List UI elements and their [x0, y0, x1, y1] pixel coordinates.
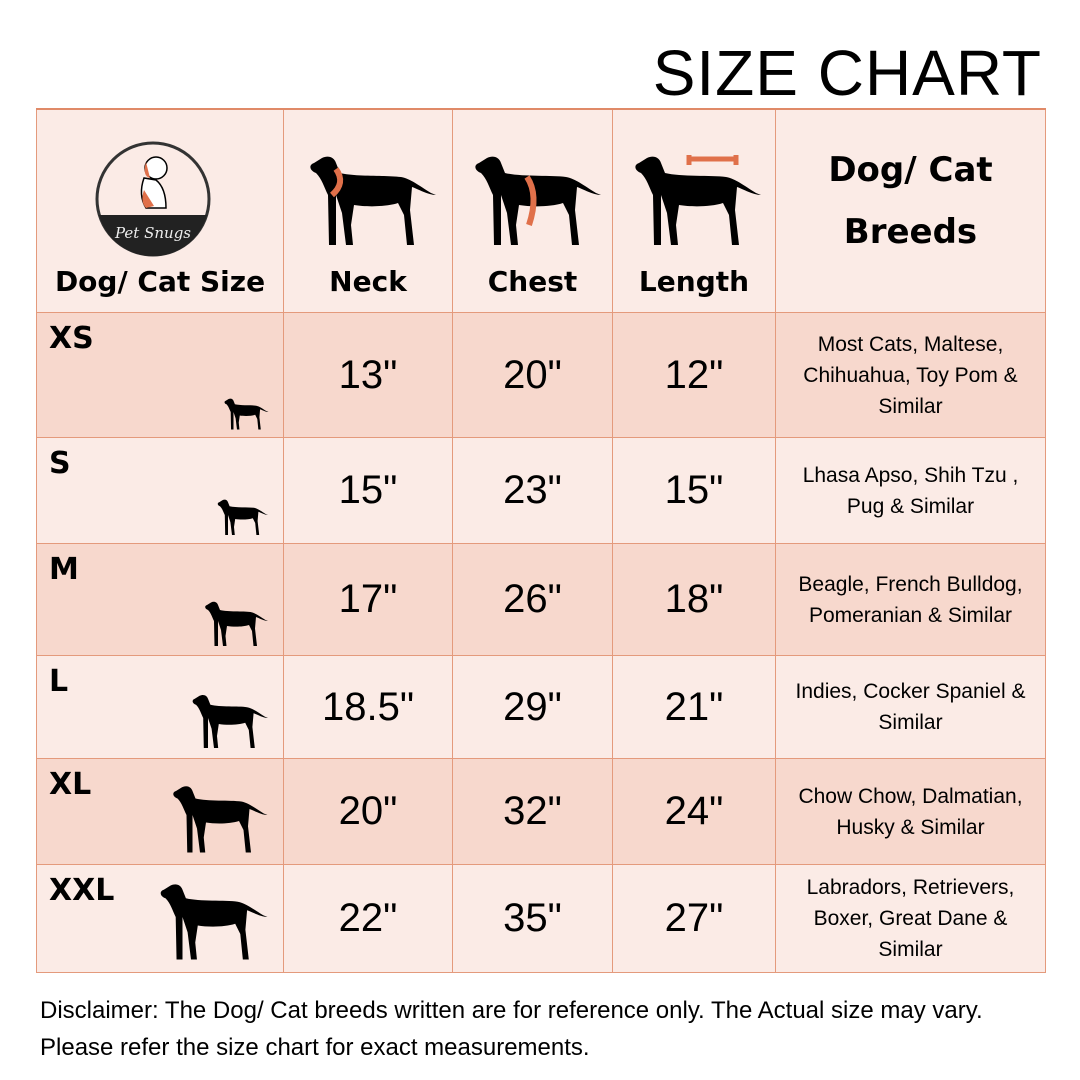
chest-value: 32": [503, 789, 562, 833]
dog-silhouette-icon: [217, 499, 269, 535]
row-size-cell: XXL: [36, 865, 284, 973]
row-breeds-cell: Chow Chow, Dalmatian, Husky & Similar: [776, 759, 1046, 865]
row-size-cell: L: [36, 656, 284, 759]
dog-length-icon: [635, 155, 761, 245]
header-neck: Neck: [284, 110, 453, 313]
row-chest-cell: 26": [453, 544, 613, 656]
row-neck-cell: 22": [284, 865, 453, 973]
row-breeds-cell: Indies, Cocker Spaniel & Similar: [776, 656, 1046, 759]
page-title: SIZE CHART: [652, 37, 1042, 109]
row-chest-cell: 23": [453, 438, 613, 544]
length-value: 21": [664, 684, 724, 729]
size-label: XL: [49, 767, 92, 802]
neck-value: 20": [338, 789, 398, 833]
neck-value: 13": [338, 352, 398, 397]
breeds-text: Indies, Cocker Spaniel & Similar: [795, 680, 1026, 734]
row-size-cell: XL: [36, 759, 284, 865]
header-chest: Chest: [453, 110, 613, 313]
row-length-cell: 15": [613, 438, 776, 544]
neck-value: 18.5": [321, 684, 415, 729]
neck-value: 22": [338, 896, 398, 940]
breeds-text: Lhasa Apso, Shih Tzu , Pug & Similar: [802, 463, 1019, 518]
dog-silhouette-icon: [192, 694, 268, 748]
row-length-cell: 18": [613, 544, 776, 656]
header-size: Pet Snugs Dog/ Cat Size: [36, 110, 284, 313]
chest-value: 23": [503, 468, 562, 512]
row-breeds-cell: Beagle, French Bulldog, Pomeranian & Sim…: [776, 544, 1046, 656]
row-size-cell: XS: [36, 313, 284, 438]
header-neck-label: Neck: [329, 265, 407, 298]
breeds-text: Most Cats, Maltese, Chihuahua, Toy Pom &…: [803, 332, 1018, 418]
row-breeds-cell: Most Cats, Maltese, Chihuahua, Toy Pom &…: [776, 313, 1046, 438]
row-chest-cell: 20": [453, 313, 613, 438]
size-label: S: [49, 446, 71, 481]
header-size-label: Dog/ Cat Size: [54, 265, 266, 298]
header-chest-label: Chest: [487, 265, 578, 298]
row-chest-cell: 35": [453, 865, 613, 973]
length-value: 12": [664, 352, 724, 397]
chest-value: 26": [503, 577, 562, 621]
size-table: Pet Snugs Dog/ Cat Size Neck Chest Lengt…: [36, 108, 1046, 973]
length-value: 24": [664, 789, 724, 833]
header-breeds: Dog/ Cat Breeds: [776, 110, 1046, 313]
pet-snugs-logo: Pet Snugs: [95, 141, 211, 257]
breeds-text: Labradors, Retrievers, Boxer, Great Dane…: [806, 876, 1015, 961]
size-label: XS: [49, 321, 94, 356]
chest-value: 20": [503, 352, 562, 397]
breeds-text: Chow Chow, Dalmatian, Husky & Similar: [798, 784, 1023, 839]
length-value: 27": [664, 896, 724, 940]
row-chest-cell: 32": [453, 759, 613, 865]
neck-value: 17": [338, 577, 398, 621]
row-neck-cell: 17": [284, 544, 453, 656]
size-label: M: [49, 552, 79, 587]
row-neck-cell: 18.5": [284, 656, 453, 759]
dog-silhouette-icon: [224, 398, 269, 430]
header-breeds-label: Dog/ Cat Breeds: [828, 150, 993, 252]
row-chest-cell: 29": [453, 656, 613, 759]
row-size-cell: M: [36, 544, 284, 656]
chest-value: 29": [503, 684, 562, 729]
length-value: 18": [664, 577, 724, 621]
row-size-cell: S: [36, 438, 284, 544]
row-neck-cell: 15": [284, 438, 453, 544]
dog-chest-icon: [475, 156, 601, 245]
dog-silhouette-icon: [205, 601, 268, 646]
dog-neck-icon: [310, 156, 436, 245]
size-label: XXL: [49, 873, 115, 908]
neck-value: 15": [338, 468, 398, 512]
dog-silhouette-icon: [160, 884, 268, 960]
disclaimer: Disclaimer: The Dog/ Cat breeds written …: [40, 997, 983, 1061]
row-neck-cell: 13": [284, 313, 453, 438]
row-neck-cell: 20": [284, 759, 453, 865]
logo-text: Pet Snugs: [114, 224, 191, 242]
breeds-text: Beagle, French Bulldog, Pomeranian & Sim…: [798, 572, 1023, 627]
header-length-label: Length: [638, 265, 750, 298]
row-breeds-cell: Labradors, Retrievers, Boxer, Great Dane…: [776, 865, 1046, 973]
row-length-cell: 27": [613, 865, 776, 973]
chest-value: 35": [503, 896, 562, 940]
size-label: L: [49, 664, 69, 699]
dog-silhouette-icon: [173, 786, 268, 853]
row-breeds-cell: Lhasa Apso, Shih Tzu , Pug & Similar: [776, 438, 1046, 544]
length-value: 15": [664, 468, 724, 512]
row-length-cell: 12": [613, 313, 776, 438]
header-length: Length: [613, 110, 776, 313]
row-length-cell: 24": [613, 759, 776, 865]
row-length-cell: 21": [613, 656, 776, 759]
